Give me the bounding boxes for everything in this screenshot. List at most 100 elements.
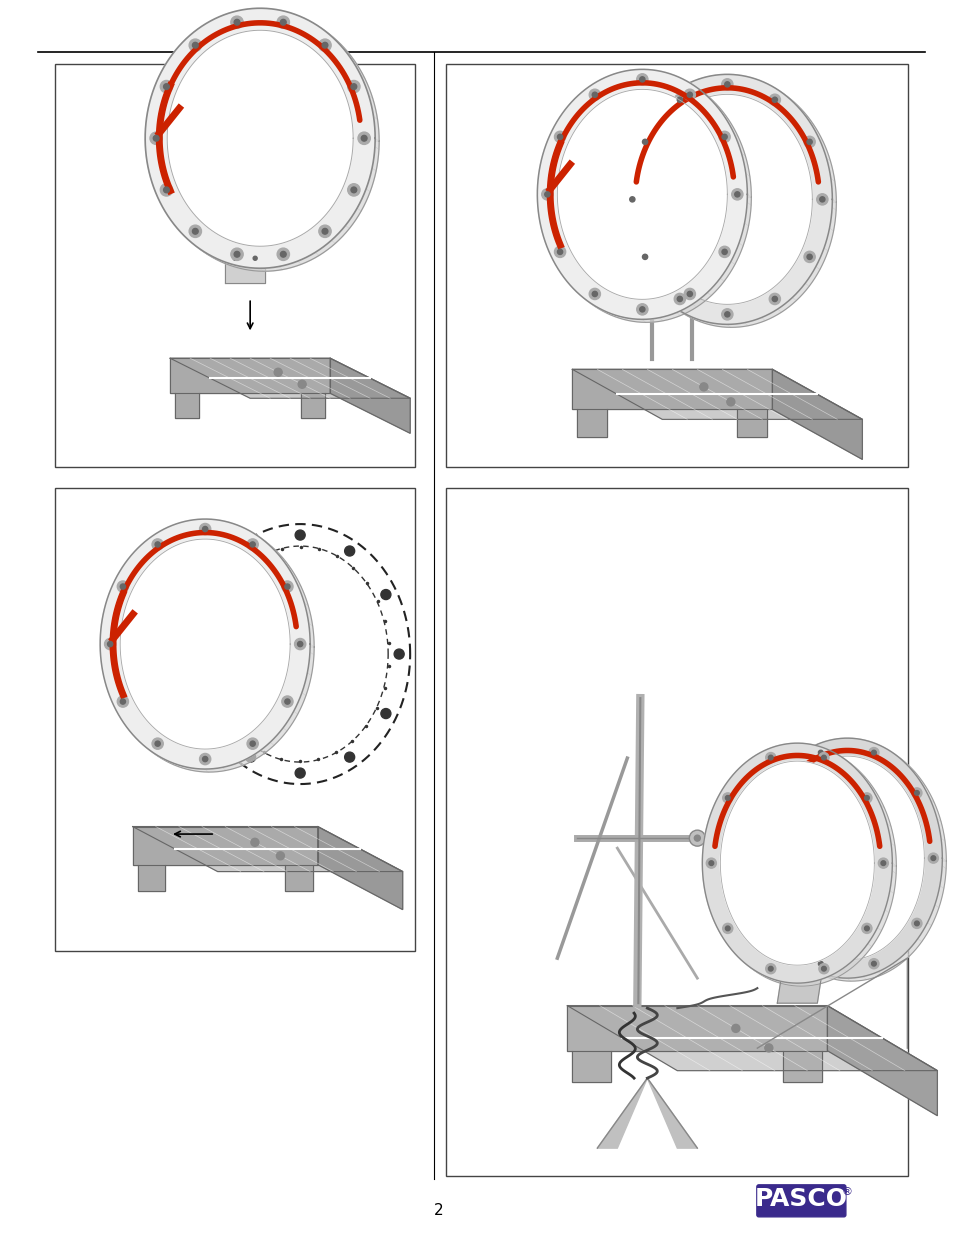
Circle shape: [765, 963, 775, 973]
Polygon shape: [330, 358, 410, 433]
Circle shape: [160, 184, 172, 196]
Text: s c i e n t i f i c: s c i e n t i f i c: [767, 1207, 834, 1215]
Circle shape: [767, 966, 772, 971]
Circle shape: [117, 580, 129, 592]
Circle shape: [120, 584, 126, 589]
Circle shape: [731, 1024, 740, 1032]
Circle shape: [819, 196, 824, 203]
Circle shape: [861, 793, 871, 803]
Circle shape: [765, 752, 775, 763]
Polygon shape: [120, 538, 290, 750]
Circle shape: [708, 861, 713, 866]
Circle shape: [674, 94, 684, 105]
Circle shape: [246, 752, 255, 762]
Text: PASCO: PASCO: [754, 1187, 847, 1210]
Polygon shape: [705, 746, 896, 986]
Circle shape: [674, 294, 684, 305]
Circle shape: [344, 752, 355, 762]
Circle shape: [815, 747, 825, 757]
Circle shape: [722, 793, 732, 803]
Circle shape: [277, 248, 289, 261]
Circle shape: [294, 530, 305, 540]
Circle shape: [818, 963, 828, 973]
Circle shape: [726, 398, 734, 406]
Circle shape: [202, 526, 208, 531]
Circle shape: [589, 288, 599, 300]
Circle shape: [196, 650, 206, 659]
Circle shape: [677, 98, 681, 103]
Circle shape: [160, 80, 172, 93]
Circle shape: [229, 252, 241, 264]
Circle shape: [210, 589, 219, 599]
Polygon shape: [567, 1005, 937, 1071]
Polygon shape: [170, 358, 410, 398]
Circle shape: [861, 924, 871, 934]
Circle shape: [294, 768, 305, 778]
Circle shape: [821, 966, 825, 971]
Circle shape: [189, 225, 201, 237]
Circle shape: [592, 291, 597, 296]
Polygon shape: [137, 864, 165, 892]
Circle shape: [803, 136, 815, 147]
Circle shape: [557, 135, 562, 140]
Circle shape: [868, 747, 878, 757]
Circle shape: [818, 750, 822, 755]
Circle shape: [108, 641, 112, 647]
Polygon shape: [597, 1078, 697, 1149]
Bar: [446, 488, 907, 1176]
Polygon shape: [572, 369, 772, 409]
Circle shape: [636, 304, 647, 315]
Circle shape: [202, 757, 208, 762]
Circle shape: [193, 42, 198, 48]
Circle shape: [683, 89, 695, 100]
Polygon shape: [104, 522, 314, 772]
Circle shape: [380, 709, 391, 719]
Bar: [55, 488, 415, 951]
Polygon shape: [572, 1051, 611, 1082]
Circle shape: [815, 958, 825, 968]
Circle shape: [767, 756, 772, 760]
Circle shape: [756, 853, 765, 863]
Circle shape: [868, 958, 878, 968]
Circle shape: [250, 542, 255, 547]
Circle shape: [677, 296, 681, 301]
Circle shape: [285, 584, 290, 589]
Polygon shape: [100, 519, 310, 769]
Circle shape: [775, 921, 780, 926]
Circle shape: [589, 89, 599, 100]
Circle shape: [347, 184, 359, 196]
Circle shape: [724, 926, 729, 931]
Circle shape: [280, 252, 286, 257]
Circle shape: [759, 856, 763, 861]
Polygon shape: [175, 393, 199, 417]
Circle shape: [153, 136, 159, 141]
Circle shape: [768, 294, 780, 305]
Circle shape: [705, 858, 716, 868]
Polygon shape: [752, 739, 942, 978]
Circle shape: [246, 546, 255, 556]
Polygon shape: [720, 761, 873, 965]
Circle shape: [806, 254, 811, 259]
Circle shape: [277, 16, 289, 28]
Circle shape: [636, 74, 647, 85]
Circle shape: [199, 753, 211, 764]
Polygon shape: [170, 358, 330, 393]
Circle shape: [394, 650, 404, 659]
Text: 2: 2: [434, 1203, 443, 1218]
Circle shape: [554, 131, 565, 142]
Circle shape: [863, 795, 868, 800]
Circle shape: [871, 961, 876, 966]
Circle shape: [700, 383, 707, 390]
Text: ®: ®: [841, 1187, 852, 1197]
Circle shape: [281, 580, 293, 592]
Bar: [55, 64, 415, 467]
Circle shape: [724, 82, 729, 86]
Circle shape: [731, 189, 742, 200]
Circle shape: [247, 538, 258, 550]
Circle shape: [251, 839, 258, 846]
Circle shape: [927, 853, 938, 863]
Circle shape: [318, 40, 331, 52]
Polygon shape: [572, 369, 862, 420]
Circle shape: [163, 84, 169, 89]
Circle shape: [775, 790, 780, 795]
